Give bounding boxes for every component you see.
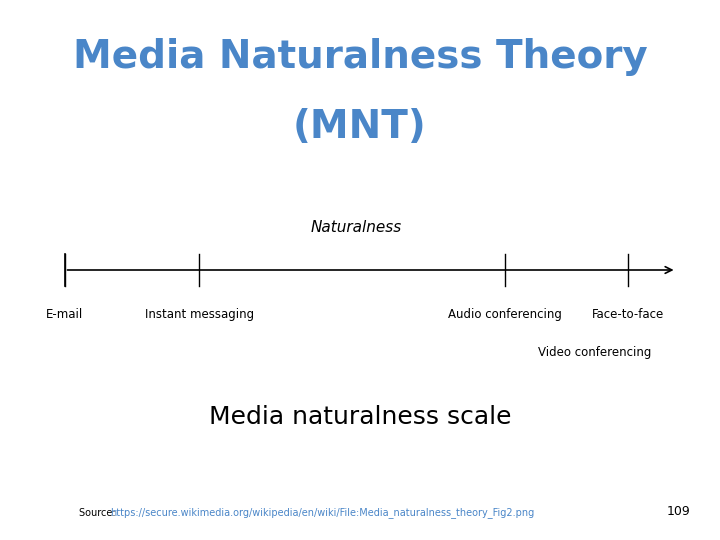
Text: E-mail: E-mail	[46, 308, 84, 321]
Text: Media Naturalness Theory: Media Naturalness Theory	[73, 38, 647, 76]
Text: Instant messaging: Instant messaging	[145, 308, 253, 321]
Text: Audio conferencing: Audio conferencing	[449, 308, 562, 321]
Text: Naturalness: Naturalness	[311, 220, 402, 235]
Text: (MNT): (MNT)	[293, 108, 427, 146]
Text: Face-to-face: Face-to-face	[591, 308, 664, 321]
Text: Media naturalness scale: Media naturalness scale	[209, 405, 511, 429]
Text: https://secure.wikimedia.org/wikipedia/en/wiki/File:Media_naturalness_theory_Fig: https://secure.wikimedia.org/wikipedia/e…	[110, 508, 534, 518]
Text: Source:: Source:	[78, 508, 119, 518]
Text: Video conferencing: Video conferencing	[538, 346, 651, 359]
Text: 109: 109	[667, 505, 690, 518]
